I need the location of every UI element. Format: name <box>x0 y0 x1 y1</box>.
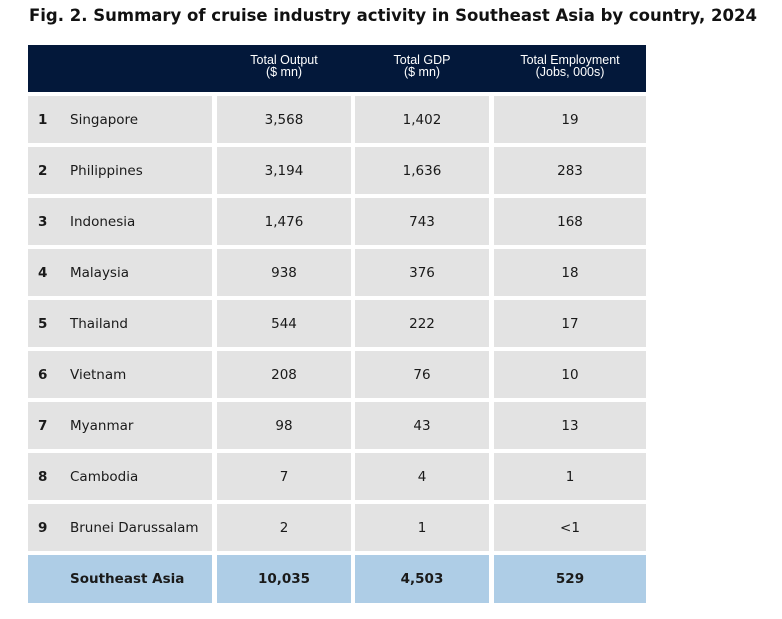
header-total-employment-line1: Total Employment <box>520 53 620 67</box>
country-name: Indonesia <box>70 213 136 230</box>
country-name: Singapore <box>70 111 139 128</box>
table-header: Total Output ($ mn) Total GDP ($ mn) Tot… <box>28 45 646 92</box>
rank-number: 8 <box>38 468 48 485</box>
gdp-cell: 1 <box>355 504 489 551</box>
country-name: Malaysia <box>70 264 129 281</box>
country-cell: 5 Thailand <box>28 300 212 347</box>
header-total-employment-line2: (Jobs, 000s) <box>535 65 605 79</box>
country-name: Myanmar <box>70 417 134 434</box>
output-cell: 3,194 <box>217 147 351 194</box>
country-cell: 2 Philippines <box>28 147 212 194</box>
header-total-output: Total Output ($ mn) <box>217 53 351 79</box>
table-row: 5 Thailand 544 222 17 <box>28 300 646 347</box>
country-name: Vietnam <box>70 366 127 383</box>
header-total-employment: Total Employment (Jobs, 000s) <box>494 53 646 79</box>
employment-cell: 19 <box>494 96 646 143</box>
country-name: Thailand <box>70 315 128 332</box>
table-row: 1 Singapore 3,568 1,402 19 <box>28 96 646 143</box>
output-cell: 7 <box>217 453 351 500</box>
rank-number: 5 <box>38 315 48 332</box>
gdp-cell: 1,636 <box>355 147 489 194</box>
header-total-gdp-line2: ($ mn) <box>403 65 441 79</box>
employment-cell: 168 <box>494 198 646 245</box>
output-cell: 938 <box>217 249 351 296</box>
total-label: Southeast Asia <box>70 571 185 587</box>
rank-number: 4 <box>38 264 48 281</box>
employment-cell: <1 <box>494 504 646 551</box>
rank-number: 1 <box>38 111 48 128</box>
table-row: 8 Cambodia 7 4 1 <box>28 453 646 500</box>
output-cell: 208 <box>217 351 351 398</box>
total-row: Southeast Asia 10,035 4,503 529 <box>28 555 646 603</box>
table-row: 9 Brunei Darussalam 2 1 <1 <box>28 504 646 551</box>
gdp-cell: 743 <box>355 198 489 245</box>
gdp-cell: 222 <box>355 300 489 347</box>
table-row: 3 Indonesia 1,476 743 168 <box>28 198 646 245</box>
total-employment-cell: 529 <box>494 555 646 603</box>
employment-cell: 1 <box>494 453 646 500</box>
rank-number: 6 <box>38 366 48 383</box>
total-gdp-cell: 4,503 <box>355 555 489 603</box>
table-row: 2 Philippines 3,194 1,636 283 <box>28 147 646 194</box>
output-cell: 3,568 <box>217 96 351 143</box>
country-cell: 9 Brunei Darussalam <box>28 504 212 551</box>
employment-cell: 283 <box>494 147 646 194</box>
rank-number: 2 <box>38 162 48 179</box>
table-row: 6 Vietnam 208 76 10 <box>28 351 646 398</box>
country-cell: 6 Vietnam <box>28 351 212 398</box>
output-cell: 544 <box>217 300 351 347</box>
header-total-gdp-line1: Total GDP <box>393 53 451 67</box>
total-output-cell: 10,035 <box>217 555 351 603</box>
header-total-gdp: Total GDP ($ mn) <box>355 53 489 79</box>
output-cell: 2 <box>217 504 351 551</box>
country-name: Cambodia <box>70 468 139 485</box>
figure-title: Fig. 2. Summary of cruise industry activ… <box>29 6 757 25</box>
country-name: Brunei Darussalam <box>70 519 199 536</box>
country-cell: 3 Indonesia <box>28 198 212 245</box>
employment-cell: 17 <box>494 300 646 347</box>
employment-cell: 13 <box>494 402 646 449</box>
gdp-cell: 1,402 <box>355 96 489 143</box>
country-name: Philippines <box>70 162 143 179</box>
rank-number: 9 <box>38 519 48 536</box>
rank-number: 3 <box>38 213 48 230</box>
country-cell: 7 Myanmar <box>28 402 212 449</box>
employment-cell: 18 <box>494 249 646 296</box>
gdp-cell: 376 <box>355 249 489 296</box>
gdp-cell: 43 <box>355 402 489 449</box>
gdp-cell: 4 <box>355 453 489 500</box>
gdp-cell: 76 <box>355 351 489 398</box>
table-row: 4 Malaysia 938 376 18 <box>28 249 646 296</box>
country-cell: 4 Malaysia <box>28 249 212 296</box>
country-cell: 1 Singapore <box>28 96 212 143</box>
output-cell: 1,476 <box>217 198 351 245</box>
header-total-output-line2: ($ mn) <box>265 65 303 79</box>
output-cell: 98 <box>217 402 351 449</box>
table-row: 7 Myanmar 98 43 13 <box>28 402 646 449</box>
employment-cell: 10 <box>494 351 646 398</box>
country-cell: 8 Cambodia <box>28 453 212 500</box>
summary-table: Total Output ($ mn) Total GDP ($ mn) Tot… <box>28 45 646 603</box>
header-total-output-line1: Total Output <box>250 53 318 67</box>
rank-number: 7 <box>38 417 48 434</box>
total-label-cell: Southeast Asia <box>28 555 212 603</box>
